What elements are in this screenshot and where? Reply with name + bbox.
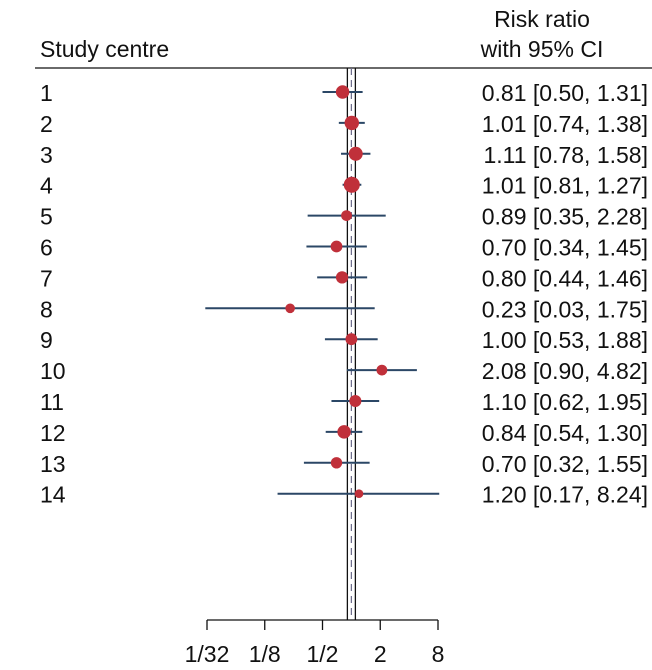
study-label: 6 <box>40 235 53 261</box>
study-label: 11 <box>40 389 64 415</box>
rr-ci-text: 2.08 [0.90, 4.82] <box>482 358 648 384</box>
point-estimate <box>330 457 343 469</box>
rr-ci-text: 1.20 [0.17, 8.24] <box>482 482 648 508</box>
rr-ci-text: 0.23 [0.03, 1.75] <box>482 296 648 322</box>
point-estimate <box>285 303 295 314</box>
point-estimate <box>335 271 349 284</box>
point-estimate <box>343 176 360 193</box>
study-column-header: Study centre <box>40 36 170 62</box>
rr-ci-text: 0.70 [0.34, 1.45] <box>482 235 648 261</box>
study-label: 9 <box>40 327 53 353</box>
study-label: 4 <box>40 173 53 199</box>
study-label: 12 <box>40 420 66 446</box>
x-tick-label: 1/2 <box>307 641 339 667</box>
point-estimate <box>335 85 350 99</box>
risk-ratio-header-line1: Risk ratio <box>494 6 590 32</box>
study-label: 14 <box>40 482 66 508</box>
point-estimate <box>337 425 351 439</box>
point-estimate <box>376 364 388 376</box>
point-estimate <box>330 240 343 253</box>
study-label: 13 <box>40 451 66 477</box>
study-label: 2 <box>40 111 53 137</box>
x-tick-label: 2 <box>374 641 387 667</box>
study-label: 3 <box>40 142 53 168</box>
rr-ci-text: 1.01 [0.81, 1.27] <box>482 173 648 199</box>
rr-ci-text: 0.89 [0.35, 2.28] <box>482 204 648 230</box>
rr-ci-text: 1.10 [0.62, 1.95] <box>482 389 648 415</box>
study-label: 5 <box>40 204 53 230</box>
study-label: 7 <box>40 265 53 291</box>
risk-ratio-header-line2: with 95% CI <box>480 36 604 62</box>
point-estimate <box>348 146 363 161</box>
rr-ci-text: 0.80 [0.44, 1.46] <box>482 265 648 291</box>
point-estimate <box>344 115 359 131</box>
rr-ci-text: 1.11 [0.78, 1.58] <box>483 142 648 168</box>
x-tick-label: 1/8 <box>249 641 281 667</box>
point-estimate <box>354 489 364 499</box>
rr-ci-text: 0.84 [0.54, 1.30] <box>482 420 648 446</box>
point-estimate <box>341 210 352 221</box>
rr-ci-text: 1.00 [0.53, 1.88] <box>482 327 648 353</box>
rr-ci-text: 1.01 [0.74, 1.38] <box>482 111 648 137</box>
rr-ci-text: 0.81 [0.50, 1.31] <box>482 80 648 106</box>
x-tick-label: 1/32 <box>185 641 230 667</box>
point-estimate <box>349 394 362 408</box>
study-label: 1 <box>40 80 53 106</box>
study-label: 10 <box>40 358 66 384</box>
point-estimate <box>345 333 358 346</box>
rr-ci-text: 0.70 [0.32, 1.55] <box>482 451 648 477</box>
x-tick-label: 8 <box>432 641 445 667</box>
study-label: 8 <box>40 296 53 322</box>
